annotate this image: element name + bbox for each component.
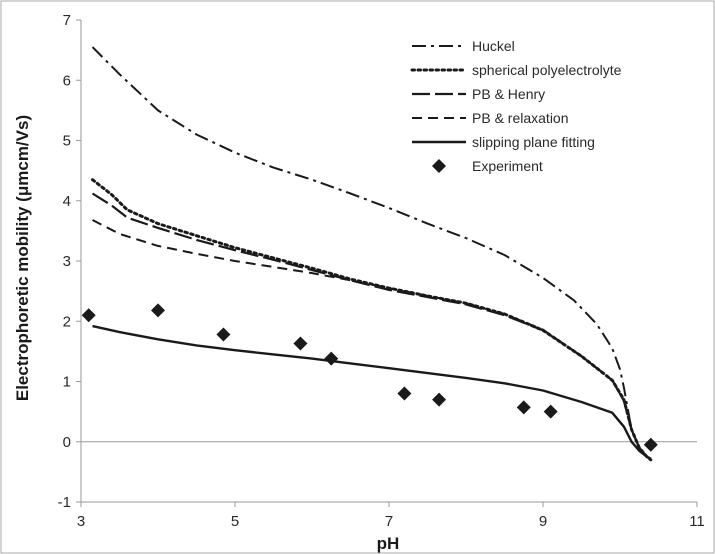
experiment-point [151,303,165,318]
series-experiment [81,303,658,452]
x-axis-title: pH [377,534,400,553]
legend-label: Huckel [472,38,515,54]
experiment-point [293,336,308,351]
series-pb-relaxation [92,219,652,461]
legend-marker [432,159,446,173]
series-line [92,219,652,461]
legend-label: PB & Henry [472,86,545,102]
legend-item: Experiment [432,158,543,174]
legend-label: slipping plane fitting [472,134,595,150]
experiment-point [643,437,658,452]
legend-item: PB & relaxation [412,110,569,126]
y-tick-label: 5 [63,133,71,150]
legend-item: PB & Henry [412,86,545,102]
experiment-point [397,386,412,401]
y-axis-title: Electrophoretic mobility (μmcm/Vs) [13,115,32,401]
y-tick-label: 6 [63,72,71,89]
y-tick-label: 2 [63,313,71,330]
x-tick-label: 5 [231,513,239,530]
x-tick-label: 3 [77,513,85,530]
legend-item: slipping plane fitting [412,134,595,150]
legend-item: spherical polyelectrolyte [410,62,622,78]
series-line [91,46,652,461]
axes: -1 0 1 2 3 4 5 6 7 3 5 7 9 11 [58,12,705,530]
y-tick-label: 1 [63,374,71,391]
y-tick-label: -1 [58,494,71,511]
x-tick-label: 11 [689,513,705,530]
experiment-point [216,327,231,342]
legend: Huckel spherical polyelectrolyte PB & Henr… [410,38,622,174]
experiment-point [324,351,339,366]
experiment-point [432,392,447,407]
x-tick-label: 9 [539,513,547,530]
legend-label: PB & relaxation [472,110,569,126]
legend-label: spherical polyelectrolyte [472,62,622,78]
plot-series [81,46,658,462]
series-slipping-plane-fitting [92,324,652,460]
experiment-point [516,400,531,415]
y-tick-label: 3 [63,253,71,270]
y-tick-label: 7 [63,12,71,29]
y-tick-label: 0 [63,434,71,451]
series-line [92,324,652,460]
legend-label: Experiment [472,158,543,174]
series-huckel [91,46,652,461]
y-tick-label: 4 [63,193,71,210]
legend-item: Huckel [412,38,515,54]
experiment-point [81,308,96,323]
experiment-point [543,404,558,419]
x-tick-label: 7 [385,513,393,530]
